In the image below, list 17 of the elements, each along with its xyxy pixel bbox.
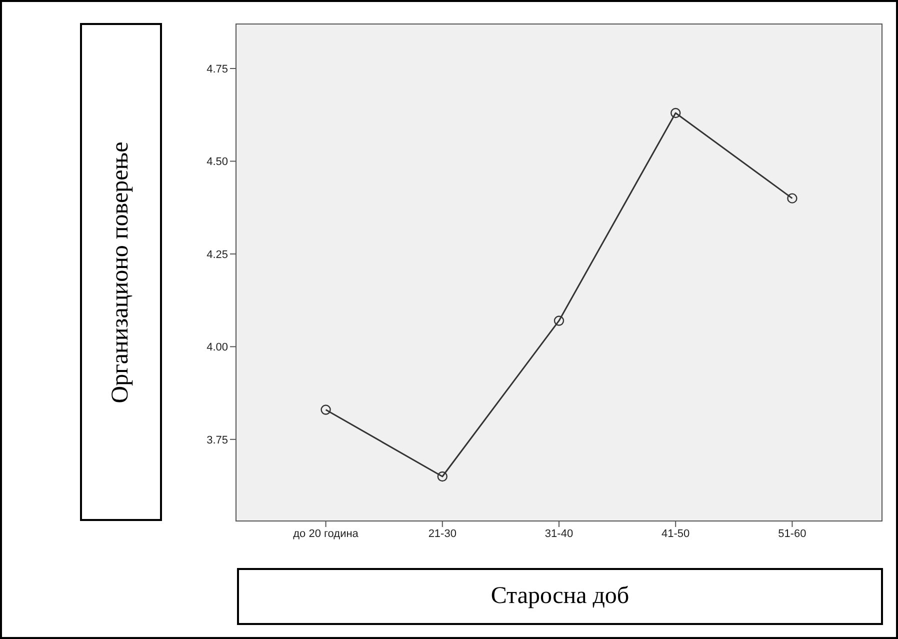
y-axis-title: Организационо поверење	[108, 141, 134, 403]
y-tick-label: 4.50	[206, 156, 228, 168]
point	[554, 316, 564, 326]
y-tick-label: 4.75	[206, 63, 228, 76]
x-tick-label: 21-30	[428, 528, 456, 540]
y-tick-label: 4.25	[206, 248, 228, 261]
point	[670, 108, 681, 118]
x-tick-label: 51-60	[778, 528, 806, 540]
x-tick-label: 31-40	[544, 528, 574, 540]
point	[320, 404, 331, 415]
point	[787, 193, 798, 204]
point	[437, 471, 448, 482]
x-tick-label: до 20 година	[293, 528, 360, 540]
x-tick-label: 41-50	[662, 528, 690, 540]
y-tick-label: 4.00	[206, 342, 228, 354]
y-tick-label: 3.75	[206, 434, 228, 446]
x-axis-title: Старосна доб	[237, 568, 883, 625]
